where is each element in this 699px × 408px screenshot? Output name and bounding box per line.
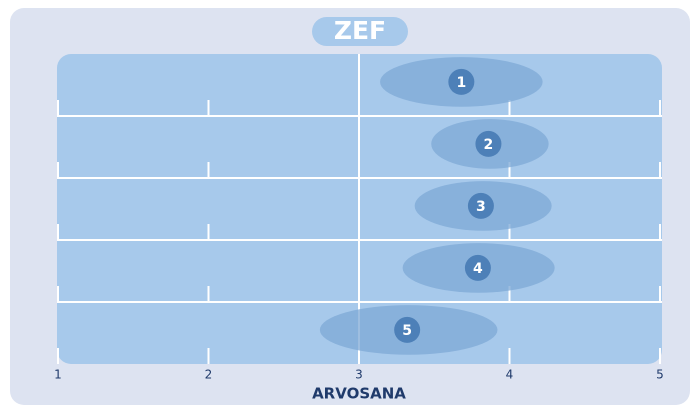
x-tick-label: 5	[656, 368, 664, 382]
title-pill	[312, 17, 408, 46]
mean-marker	[467, 192, 494, 219]
mean-marker	[475, 130, 502, 157]
row-label: 4	[473, 261, 483, 277]
x-axis-label: ARVOSANA	[312, 385, 406, 403]
chart-title: ZEF	[334, 16, 386, 45]
mean-marker	[448, 68, 475, 95]
row-label: 3	[476, 199, 486, 215]
x-tick-label: 2	[205, 368, 213, 382]
x-tick-label: 1	[54, 368, 62, 382]
row-label: 1	[456, 75, 466, 91]
x-tick-label: 4	[506, 368, 514, 382]
mean-marker	[394, 316, 421, 343]
plot-area: 1 2 3 4 5	[57, 54, 662, 364]
mean-marker	[464, 254, 491, 281]
x-tick-label: 3	[355, 368, 363, 382]
row-label: 2	[484, 137, 494, 153]
row-label: 5	[402, 323, 412, 339]
